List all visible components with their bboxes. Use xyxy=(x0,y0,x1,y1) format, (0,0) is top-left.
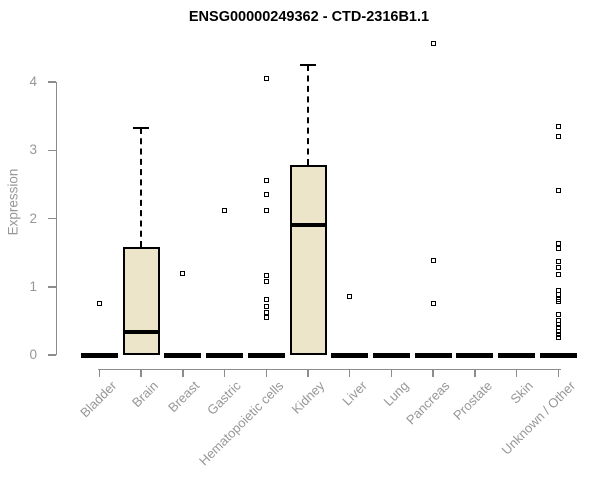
zero-bar-bladder xyxy=(80,352,118,358)
x-axis-line xyxy=(97,368,561,370)
outlier-point-hematopoietic-cells xyxy=(263,310,269,316)
outlier-point-hematopoietic-cells xyxy=(263,207,269,213)
y-tick xyxy=(47,286,56,288)
x-tick-lung xyxy=(390,370,393,377)
zero-bar-unknown-other xyxy=(539,352,577,358)
outlier-point-unknown-other xyxy=(555,318,561,324)
x-tick-hematopoietic-cells xyxy=(265,370,267,377)
y-tick-label: 0 xyxy=(29,347,37,362)
outlier-point-hematopoietic-cells xyxy=(263,314,269,320)
x-tick-label-lung: Lung xyxy=(380,378,412,410)
outlier-point-unknown-other xyxy=(555,325,561,331)
box-kidney xyxy=(289,164,327,355)
outlier-point-hematopoietic-cells xyxy=(263,192,269,198)
outlier-point-gastric xyxy=(222,207,228,213)
zero-bar-lung xyxy=(372,352,410,358)
outlier-point-hematopoietic-cells xyxy=(263,178,269,184)
outlier-point-unknown-other xyxy=(555,287,561,293)
y-tick xyxy=(47,217,56,220)
x-tick-prostate xyxy=(474,370,476,377)
zero-bar-hematopoietic-cells xyxy=(247,352,285,358)
outlier-point-pancreas xyxy=(430,40,436,46)
outlier-point-hematopoietic-cells xyxy=(263,273,269,279)
x-tick-gastric xyxy=(223,370,226,377)
x-tick-label-liver: Liver xyxy=(338,378,370,409)
zero-bar-liver xyxy=(331,352,369,358)
x-tick-label-bladder: Bladder xyxy=(76,378,119,421)
x-tick-label-pancreas: Pancreas xyxy=(403,378,453,428)
outlier-point-unknown-other xyxy=(555,265,561,271)
outlier-point-unknown-other xyxy=(555,123,561,129)
outlier-point-unknown-other xyxy=(555,311,561,317)
median-line-kidney xyxy=(289,223,327,228)
y-tick xyxy=(47,354,56,356)
x-tick-label-unknown-other: Unknown / Other xyxy=(498,378,579,458)
outlier-point-unknown-other xyxy=(555,328,561,334)
x-tick-label-brain: Brain xyxy=(128,378,161,411)
chart-title: ENSG00000249362 - CTD-2316B1.1 xyxy=(188,9,430,25)
y-tick-label: 3 xyxy=(29,142,37,158)
outlier-point-liver xyxy=(347,293,353,299)
box-brain xyxy=(122,247,160,355)
y-tick-label: 1 xyxy=(29,278,37,294)
x-tick-label-kidney: Kidney xyxy=(288,378,328,417)
y-tick xyxy=(47,81,56,83)
y-axis-line xyxy=(55,82,57,355)
outlier-point-unknown-other xyxy=(555,134,561,140)
outlier-point-pancreas xyxy=(430,300,436,306)
y-tick-label: 2 xyxy=(29,210,37,226)
x-tick-unknown-other xyxy=(557,370,560,377)
whisker-brain xyxy=(140,127,143,248)
zero-bar-prostate xyxy=(456,352,494,358)
zero-bar-pancreas xyxy=(414,352,452,358)
whisker-cap-kidney xyxy=(300,63,316,66)
x-tick-skin xyxy=(515,370,518,377)
outlier-point-unknown-other xyxy=(555,246,561,252)
x-tick-bladder xyxy=(98,370,101,377)
median-line-brain xyxy=(122,329,160,334)
outlier-point-hematopoietic-cells xyxy=(263,76,269,82)
outlier-point-hematopoietic-cells xyxy=(263,279,269,285)
x-tick-breast xyxy=(182,370,184,377)
outlier-point-unknown-other xyxy=(555,334,561,340)
x-tick-label-breast: Breast xyxy=(165,378,203,416)
outlier-point-pancreas xyxy=(430,258,436,264)
outlier-point-unknown-other xyxy=(555,240,561,246)
x-tick-pancreas xyxy=(432,370,434,377)
y-tick xyxy=(47,149,56,151)
zero-bar-skin xyxy=(498,352,536,358)
outlier-point-unknown-other xyxy=(555,258,561,264)
zero-bar-breast xyxy=(164,352,202,358)
whisker-cap-brain xyxy=(133,126,150,129)
outlier-point-bladder xyxy=(96,301,102,307)
x-tick-label-prostate: Prostate xyxy=(449,378,495,423)
outlier-point-unknown-other xyxy=(555,296,561,302)
outlier-point-unknown-other xyxy=(555,188,561,194)
outlier-point-unknown-other xyxy=(555,271,561,277)
x-tick-label-gastric: Gastric xyxy=(204,378,245,418)
outlier-point-breast xyxy=(180,270,186,276)
zero-bar-gastric xyxy=(206,352,244,358)
x-tick-label-skin: Skin xyxy=(507,378,537,407)
outlier-point-unknown-other xyxy=(555,332,561,338)
outlier-point-unknown-other xyxy=(555,321,561,327)
outlier-point-hematopoietic-cells xyxy=(263,304,269,310)
x-tick-liver xyxy=(348,370,351,377)
outlier-point-hematopoietic-cells xyxy=(263,296,269,302)
whisker-kidney xyxy=(307,64,309,165)
x-tick-brain xyxy=(140,370,142,377)
y-tick-label: 4 xyxy=(29,74,37,89)
x-tick-kidney xyxy=(307,370,309,377)
outlier-point-unknown-other xyxy=(555,299,561,305)
